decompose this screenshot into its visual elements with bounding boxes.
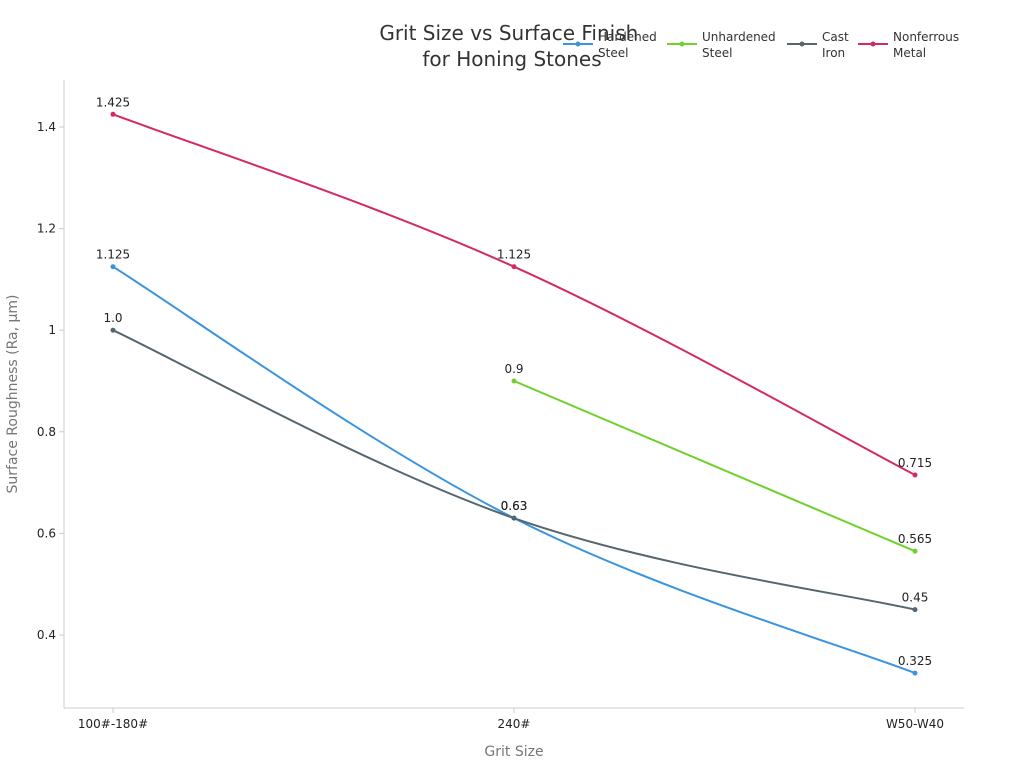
chart-title-line-2: for Honing Stones xyxy=(422,47,601,71)
data-point-nonferrous-metal[interactable] xyxy=(912,472,918,478)
legend-item-nonferrous-metal[interactable]: Nonferrous Metal xyxy=(858,30,963,60)
y-tick-label: 1.4 xyxy=(37,120,56,134)
series-lines xyxy=(112,113,916,675)
series-points xyxy=(110,111,918,676)
data-label-nonferrous-metal: 1.125 xyxy=(497,248,531,262)
legend-item-cast-iron[interactable]: Cast Iron xyxy=(787,30,853,60)
axes xyxy=(63,80,964,709)
chart-title: Grit Size vs Surface Finish for Honing S… xyxy=(379,21,644,71)
y-tick-label: 0.6 xyxy=(37,526,56,540)
data-point-hardened-steel[interactable] xyxy=(110,264,116,270)
x-tick-label: 100#-180# xyxy=(78,717,148,731)
x-ticks: 100#-180# 240# W50-W40 xyxy=(78,708,944,731)
legend-marker-unhardened-steel xyxy=(679,41,685,47)
data-label-cast-iron: 1.0 xyxy=(103,311,122,325)
legend-marker-nonferrous-metal xyxy=(870,41,876,47)
x-axis-title: Grit Size xyxy=(484,744,543,760)
data-point-cast-iron[interactable] xyxy=(110,327,116,333)
data-point-unhardened-steel[interactable] xyxy=(912,548,918,554)
series-line-nonferrous-metal xyxy=(112,113,916,476)
data-label-cast-iron: 0.63 xyxy=(501,499,528,513)
data-point-unhardened-steel[interactable] xyxy=(511,378,517,384)
data-label-nonferrous-metal: 1.425 xyxy=(96,95,130,109)
data-label-hardened-steel: 0.325 xyxy=(898,654,932,668)
data-point-nonferrous-metal[interactable] xyxy=(110,111,116,117)
data-point-cast-iron[interactable] xyxy=(912,607,918,613)
data-labels: 1.1250.630.3250.90.5651.00.630.451.4251.… xyxy=(96,95,932,668)
legend: Hardened Steel Unhardened Steel Cast Iro… xyxy=(563,30,963,60)
chart-title-line-1: Grit Size vs Surface Finish xyxy=(379,21,638,45)
legend-label-cast-iron: Cast Iron xyxy=(822,30,853,60)
data-point-nonferrous-metal[interactable] xyxy=(511,264,517,270)
y-axis-title: Surface Roughness (Ra, μm) xyxy=(5,295,21,494)
y-tick-label: 1 xyxy=(48,323,56,337)
legend-item-hardened-steel[interactable]: Hardened Steel xyxy=(563,30,661,60)
legend-label-nonferrous-metal: Nonferrous Metal xyxy=(893,30,963,60)
data-point-hardened-steel[interactable] xyxy=(912,670,918,676)
y-tick-label: 1.2 xyxy=(37,222,56,236)
x-tick-label: W50-W40 xyxy=(886,717,944,731)
series-line-unhardened-steel xyxy=(513,380,916,553)
y-ticks: 0.4 0.6 0.8 1 1.2 1.4 xyxy=(37,120,64,642)
data-label-hardened-steel: 0.63 xyxy=(501,499,528,513)
y-tick-label: 0.4 xyxy=(37,628,56,642)
legend-marker-hardened-steel xyxy=(575,41,581,47)
legend-marker-cast-iron xyxy=(799,41,805,47)
data-label-unhardened-steel: 0.565 xyxy=(898,532,932,546)
data-label-unhardened-steel: 0.9 xyxy=(504,362,523,376)
data-label-hardened-steel: 1.125 xyxy=(96,248,130,262)
data-point-cast-iron[interactable] xyxy=(511,515,517,521)
legend-label-unhardened-steel: Unhardened Steel xyxy=(702,30,780,60)
data-label-cast-iron: 0.45 xyxy=(902,591,929,605)
legend-label-hardened-steel: Hardened Steel xyxy=(598,30,661,60)
series-line-hardened-steel xyxy=(112,265,916,675)
x-tick-label: 240# xyxy=(498,717,531,731)
legend-item-unhardened-steel[interactable]: Unhardened Steel xyxy=(667,30,780,60)
data-label-nonferrous-metal: 0.715 xyxy=(898,456,932,470)
y-tick-label: 0.8 xyxy=(37,425,56,439)
